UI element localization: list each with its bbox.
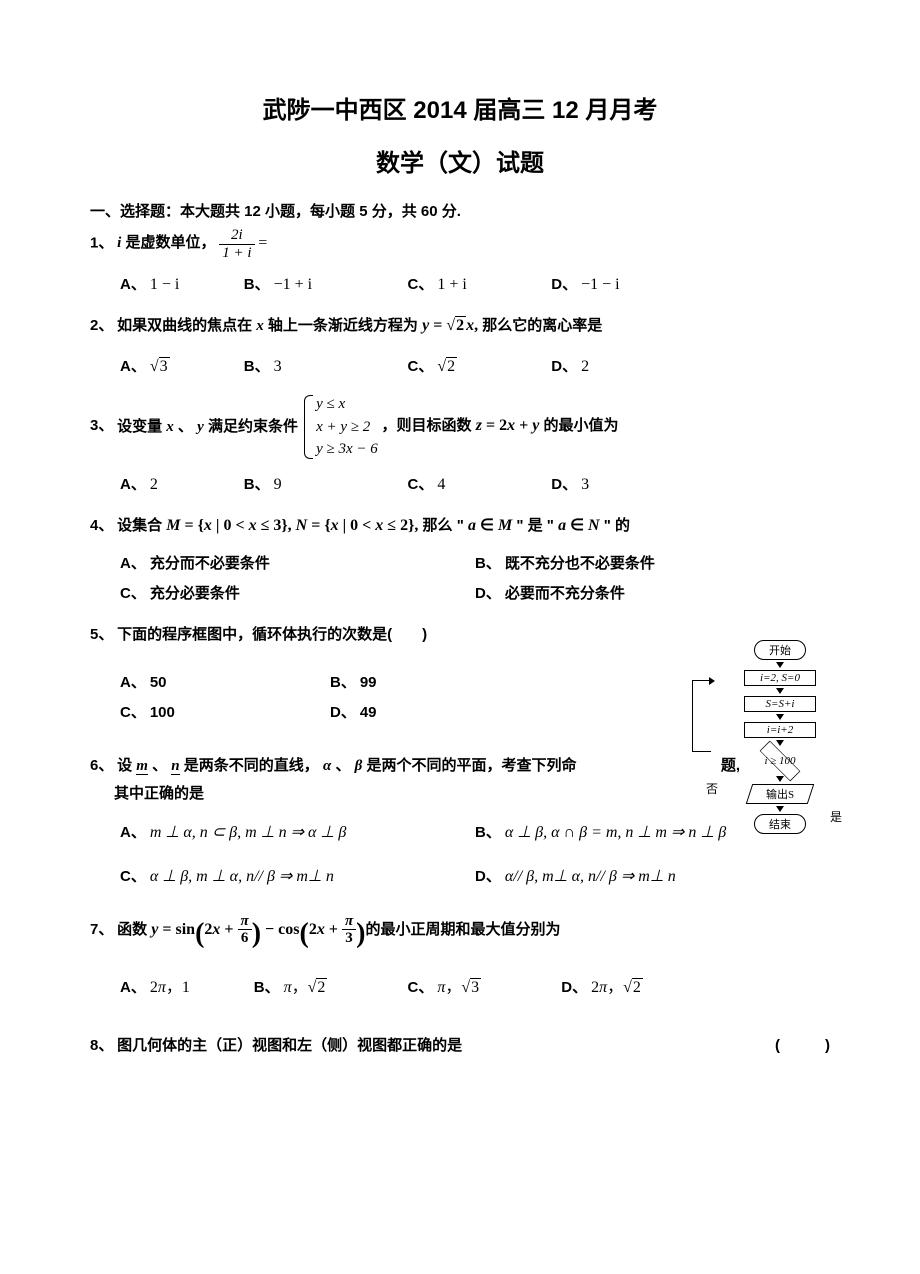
question-3: 3、 设变量 x 、 y 满足约束条件 y ≤ x x + y ≥ 2 y ≥ … <box>90 393 830 461</box>
q8-number: 8、 <box>90 1037 113 1054</box>
q6-opt-d: α// β, m⊥ α, n// β ⇒ m⊥ n <box>505 868 676 885</box>
q8-stem: 图几何体的主（正）视图和左（侧）视图都正确的是 <box>117 1037 462 1054</box>
q6-opt-b: α ⊥ β, α ∩ β = m, n ⊥ m ⇒ n ⊥ β <box>505 824 726 841</box>
q3-number: 3、 <box>90 418 113 435</box>
q2-stem: 如果双曲线的焦点在 x 轴上一条渐近线方程为 y = √2x, 那么它的离心率是 <box>117 317 602 334</box>
q3-system: y ≤ x x + y ≥ 2 y ≥ 3x − 6 <box>302 393 378 461</box>
q4-opt-c: 充分必要条件 <box>150 585 240 602</box>
q1-opt-d: −1 − i <box>581 276 620 293</box>
q5-stem: 下面的程序框图中，循环体执行的次数是( ) <box>117 626 427 643</box>
q3-opt-c: 4 <box>437 476 445 493</box>
flowchart-init: i=2, S=0 <box>744 670 816 686</box>
arrow-icon <box>776 688 784 694</box>
q2-opt-c: √2 <box>437 357 457 375</box>
q7-opt-a: 2π，1 <box>150 979 190 996</box>
question-4: 4、 设集合 M = {x | 0 < x ≤ 3}, N = {x | 0 <… <box>90 511 830 541</box>
q2-opt-d: 2 <box>581 358 589 375</box>
q3-stem-post: ，则目标函数 z = 2x + y 的最小值为 <box>382 418 619 435</box>
q1-equals: = <box>258 234 267 251</box>
q7-options: A、2π，1 B、π，√2 C、π，√3 D、2π，√2 <box>90 972 830 1004</box>
flowchart-start: 开始 <box>754 640 806 660</box>
q1-opt-a: 1 − i <box>150 276 179 293</box>
q6-number: 6、 <box>90 757 113 774</box>
q3-opt-d: 3 <box>581 476 589 493</box>
flowchart-step2: i=i+2 <box>744 722 816 738</box>
q1-opt-c: 1 + i <box>437 276 466 293</box>
q2-opt-a: √3 <box>150 357 170 375</box>
q5-number: 5、 <box>90 626 113 643</box>
arrow-icon <box>776 740 784 746</box>
q6-ti: 题, <box>721 752 740 781</box>
q5-opt-b: 99 <box>360 674 377 691</box>
q7-number: 7、 <box>90 921 113 938</box>
q1-opt-b: −1 + i <box>274 276 313 293</box>
q4-number: 4、 <box>90 517 113 534</box>
q6-opt-a: m ⊥ α, n ⊂ β, m ⊥ n ⇒ α ⊥ β <box>150 824 346 841</box>
q4-options: A、充分而不必要条件 C、充分必要条件 B、既不充分也不必要条件 D、必要而不充… <box>90 549 830 609</box>
flowchart-end: 结束 <box>754 814 806 834</box>
arrow-icon <box>776 662 784 668</box>
q5-opt-d: 49 <box>360 704 377 721</box>
q6-stem-b: 其中正确的是 <box>114 785 204 802</box>
question-6: 6、 设 m 、 n 是两条不同的直线， α 、 β 是两个不同的平面，考查下列… <box>90 752 830 809</box>
q5-options: A、50 C、100 B、99 D、49 <box>90 668 540 728</box>
q4-opt-b: 既不充分也不必要条件 <box>505 555 655 572</box>
flowchart-step1: S=S+i <box>744 696 816 712</box>
q8-paren: ( ) <box>775 1032 830 1061</box>
q3-options: A、2 B、9 C、4 D、3 <box>90 469 830 501</box>
q6-stem: 设 m 、 n 是两条不同的直线， α 、 β 是两个不同的平面，考查下列命 <box>117 757 576 774</box>
q2-opt-b: 3 <box>274 358 282 375</box>
q2-number: 2、 <box>90 317 113 334</box>
flowchart-loop-arrow <box>692 680 711 752</box>
q7-stem: 函数 y = sin(2x + π6) − cos(2x + π3)的最小正周期… <box>117 921 560 938</box>
section-1-heading: 一、选择题：本大题共 12 小题，每小题 5 分，共 60 分. <box>90 200 830 221</box>
flowchart-yes-label: 是 <box>830 808 842 825</box>
q6-opt-c: α ⊥ β, m ⊥ α, n// β ⇒ m⊥ n <box>150 868 334 885</box>
q1-stem: 是虚数单位， <box>125 234 215 251</box>
question-1: 1、 i 是虚数单位， 2i 1 + i = <box>90 227 830 261</box>
q1-number: 1、 <box>90 234 113 251</box>
q7-opt-c: π，√3 <box>437 978 481 996</box>
q5-opt-a: 50 <box>150 674 167 691</box>
q1-options: A、1 − i B、−1 + i C、1 + i D、−1 − i <box>90 269 830 301</box>
exam-page: 武陟一中西区 2014 届高三 12 月月考 数学（文）试题 一、选择题：本大题… <box>0 0 920 1274</box>
q4-opt-a: 充分而不必要条件 <box>150 555 270 572</box>
q7-opt-d: 2π，√2 <box>591 978 643 996</box>
q4-stem: 设集合 M = {x | 0 < x ≤ 3}, N = {x | 0 < x … <box>117 517 630 534</box>
q3-opt-b: 9 <box>274 476 282 493</box>
question-8: 8、 图几何体的主（正）视图和左（侧）视图都正确的是 ( ) <box>90 1032 830 1061</box>
q3-stem-pre: 设变量 x 、 y 满足约束条件 <box>117 418 302 435</box>
q4-opt-d: 必要而不充分条件 <box>505 585 625 602</box>
q3-opt-a: 2 <box>150 476 158 493</box>
question-2: 2、 如果双曲线的焦点在 x 轴上一条渐近线方程为 y = √2x, 那么它的离… <box>90 311 830 341</box>
q2-options: A、√3 B、3 C、√2 D、2 <box>90 351 830 383</box>
page-subtitle: 数学（文）试题 <box>90 143 830 178</box>
page-title: 武陟一中西区 2014 届高三 12 月月考 <box>90 90 830 125</box>
question-7: 7、 函数 y = sin(2x + π6) − cos(2x + π3)的最小… <box>90 907 830 960</box>
q7-opt-b: π，√2 <box>284 978 328 996</box>
arrow-icon <box>776 714 784 720</box>
q1-fraction: 2i 1 + i <box>219 227 254 261</box>
q5-opt-c: 100 <box>150 704 175 721</box>
